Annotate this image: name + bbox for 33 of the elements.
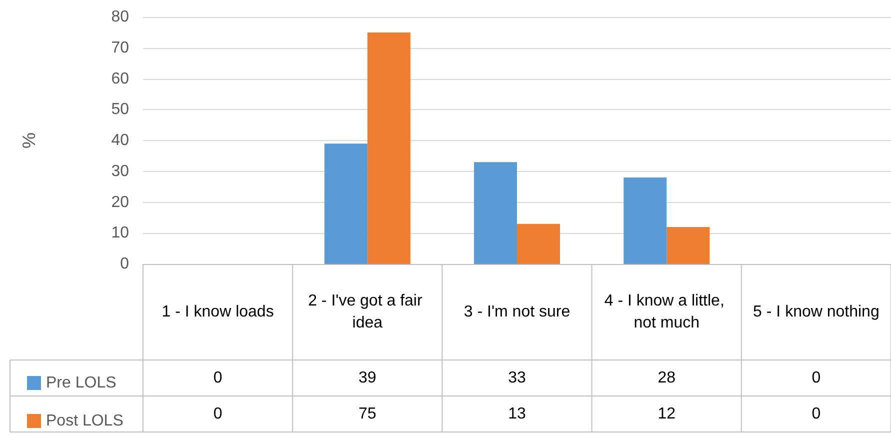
y-tick-label: 40 bbox=[111, 132, 130, 149]
y-tick-label: 30 bbox=[111, 162, 130, 180]
data-label: 13 bbox=[508, 406, 526, 422]
data-label: 0 bbox=[812, 370, 821, 386]
legend-label: Post LOLS bbox=[46, 412, 124, 430]
bar bbox=[517, 224, 560, 264]
bar bbox=[474, 162, 517, 264]
y-tick-label: 10 bbox=[111, 224, 130, 242]
data-label: 75 bbox=[358, 406, 376, 422]
x-tick-label: 2 - I've got a fair idea bbox=[308, 292, 427, 332]
legend-label: Pre LOLS bbox=[46, 374, 116, 392]
x-tick-label: 5 - I know nothing bbox=[753, 304, 880, 320]
y-tick-label: 0 bbox=[120, 256, 130, 272]
bar bbox=[666, 226, 710, 264]
y-tick-label: 60 bbox=[111, 70, 130, 88]
data-label: 28 bbox=[658, 370, 676, 386]
y-tick-label: 70 bbox=[111, 39, 130, 56]
y-tick-label: 50 bbox=[111, 101, 130, 118]
data-label: 0 bbox=[213, 406, 222, 422]
data-label: 12 bbox=[658, 406, 676, 422]
bar bbox=[624, 178, 667, 264]
x-tick-label: 1 - I know loads bbox=[162, 304, 274, 320]
x-tick-label: 4 - I know a little, not much bbox=[604, 292, 729, 332]
x-tick-label: 3 - I'm not sure bbox=[464, 304, 570, 320]
data-label: 0 bbox=[213, 370, 222, 386]
data-label: 33 bbox=[508, 370, 526, 386]
y-tick-label: 20 bbox=[111, 194, 130, 211]
data-label: 0 bbox=[812, 406, 821, 422]
y-axis-title: % bbox=[19, 132, 39, 149]
bar bbox=[324, 144, 368, 264]
y-tick-label: 80 bbox=[111, 8, 130, 26]
bar bbox=[367, 32, 410, 264]
data-label: 39 bbox=[358, 370, 376, 386]
